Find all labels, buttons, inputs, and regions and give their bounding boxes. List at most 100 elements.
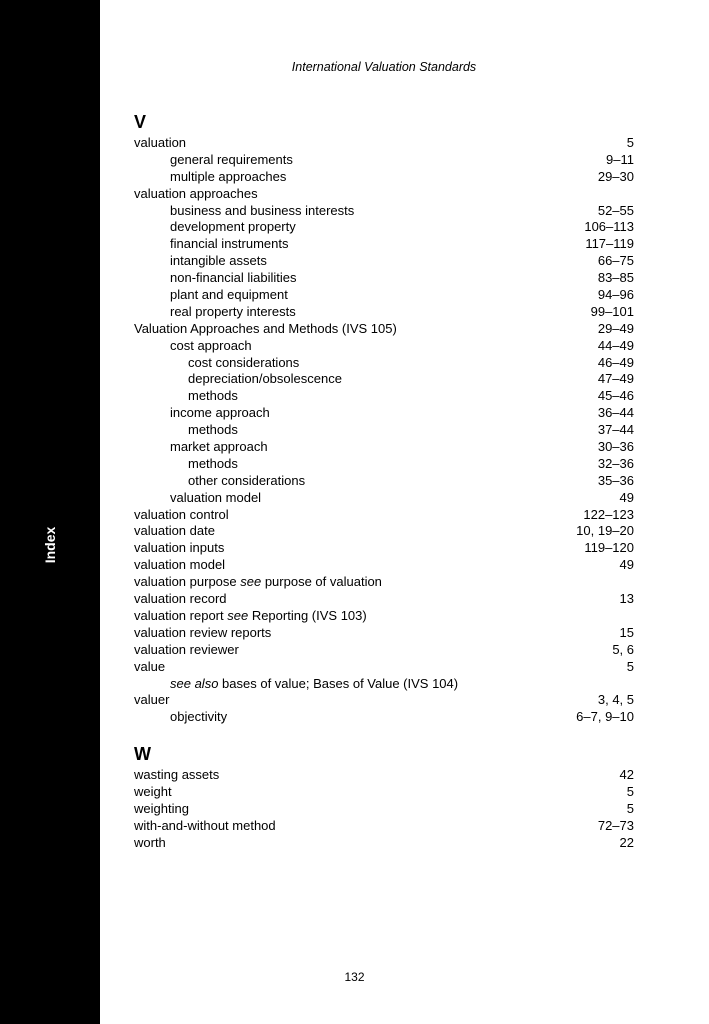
entry-term: business and business interests bbox=[134, 203, 354, 220]
entry-term: multiple approaches bbox=[134, 169, 286, 186]
entry-pages: 5 bbox=[627, 801, 634, 818]
entry-pages: 45–46 bbox=[598, 388, 634, 405]
entry-term: general requirements bbox=[134, 152, 293, 169]
content-area: International Valuation Standards Vvalua… bbox=[134, 60, 634, 852]
entry-pages: 10, 19–20 bbox=[576, 523, 634, 540]
entry-term: real property interests bbox=[134, 304, 296, 321]
entry-term: objectivity bbox=[134, 709, 227, 726]
entry-term: valuation reviewer bbox=[134, 642, 239, 659]
entry-term: valuer bbox=[134, 692, 169, 709]
entry-term: other considerations bbox=[134, 473, 305, 490]
entry-term: valuation purpose see purpose of valuati… bbox=[134, 574, 382, 591]
entry-term: depreciation/obsolescence bbox=[134, 371, 342, 388]
page-header: International Valuation Standards bbox=[134, 60, 634, 74]
entry-pages: 15 bbox=[620, 625, 634, 642]
entry-pages: 3, 4, 5 bbox=[598, 692, 634, 709]
entry-pages: 119–120 bbox=[584, 540, 634, 557]
index-entry: see also bases of value; Bases of Value … bbox=[134, 676, 634, 693]
index-entry: valuation model 49 bbox=[134, 557, 634, 574]
page-number: 132 bbox=[0, 970, 709, 984]
entry-pages: 47–49 bbox=[598, 371, 634, 388]
entry-pages: 72–73 bbox=[598, 818, 634, 835]
entry-term: worth bbox=[134, 835, 166, 852]
entry-term: valuation model bbox=[134, 557, 225, 574]
index-entry: valuation date10, 19–20 bbox=[134, 523, 634, 540]
index-entry: valuation control 122–123 bbox=[134, 507, 634, 524]
entry-pages: 32–36 bbox=[598, 456, 634, 473]
index-entry: business and business interests52–55 bbox=[134, 203, 634, 220]
entry-term: market approach bbox=[134, 439, 268, 456]
entry-term: valuation model bbox=[134, 490, 261, 507]
entry-term: methods bbox=[134, 388, 238, 405]
entry-pages: 22 bbox=[620, 835, 634, 852]
entry-term: value bbox=[134, 659, 165, 676]
entry-term: development property bbox=[134, 219, 296, 236]
index-entry: valuation purpose see purpose of valuati… bbox=[134, 574, 634, 591]
entry-term: cost considerations bbox=[134, 355, 299, 372]
entry-pages: 5, 6 bbox=[612, 642, 634, 659]
index-entry: weighting 5 bbox=[134, 801, 634, 818]
index-entry: valuation reviewer 5, 6 bbox=[134, 642, 634, 659]
index-entry: methods 45–46 bbox=[134, 388, 634, 405]
entry-term: Valuation Approaches and Methods (IVS 10… bbox=[134, 321, 397, 338]
entry-term: valuation record bbox=[134, 591, 227, 608]
index-entry: valuation model 49 bbox=[134, 490, 634, 507]
index-entry: other considerations35–36 bbox=[134, 473, 634, 490]
entry-pages: 49 bbox=[620, 557, 634, 574]
entry-term: valuation review reports bbox=[134, 625, 271, 642]
index-entry: general requirements 9–11 bbox=[134, 152, 634, 169]
index-entry: plant and equipment94–96 bbox=[134, 287, 634, 304]
sidebar: Index bbox=[0, 0, 100, 1024]
index-entry: value 5 bbox=[134, 659, 634, 676]
entry-pages: 30–36 bbox=[598, 439, 634, 456]
index-entry: intangible assets66–75 bbox=[134, 253, 634, 270]
entry-term: valuation approaches bbox=[134, 186, 258, 203]
entry-pages: 122–123 bbox=[583, 507, 634, 524]
index-entry: weight 5 bbox=[134, 784, 634, 801]
entry-pages: 42 bbox=[620, 767, 634, 784]
entry-pages: 5 bbox=[627, 135, 634, 152]
entry-pages: 29–49 bbox=[598, 321, 634, 338]
entry-term: methods bbox=[134, 422, 238, 439]
index-entry: cost considerations 46–49 bbox=[134, 355, 634, 372]
section-letter: W bbox=[134, 744, 634, 765]
section-letter: V bbox=[134, 112, 634, 133]
entry-term: valuation bbox=[134, 135, 186, 152]
entry-pages: 106–113 bbox=[584, 219, 634, 236]
index-entry: valuer 3, 4, 5 bbox=[134, 692, 634, 709]
index-entry: with-and-without method 72–73 bbox=[134, 818, 634, 835]
index-entry: objectivity 6–7, 9–10 bbox=[134, 709, 634, 726]
entry-pages: 9–11 bbox=[606, 152, 634, 169]
entry-term: valuation inputs bbox=[134, 540, 224, 557]
entry-pages: 46–49 bbox=[598, 355, 634, 372]
index-entry: valuation record 13 bbox=[134, 591, 634, 608]
index-entry: non-financial liabilities83–85 bbox=[134, 270, 634, 287]
index-entry: methods37–44 bbox=[134, 422, 634, 439]
entry-pages: 66–75 bbox=[598, 253, 634, 270]
entry-term: weighting bbox=[134, 801, 189, 818]
entry-term: see also bases of value; Bases of Value … bbox=[134, 676, 458, 693]
index-entry: Valuation Approaches and Methods (IVS 10… bbox=[134, 321, 634, 338]
entry-pages: 6–7, 9–10 bbox=[576, 709, 634, 726]
entry-pages: 5 bbox=[627, 659, 634, 676]
entry-term: weight bbox=[134, 784, 172, 801]
entry-pages: 29–30 bbox=[598, 169, 634, 186]
entry-term: valuation control bbox=[134, 507, 229, 524]
index-entry: financial instruments117–119 bbox=[134, 236, 634, 253]
index-entry: real property interests99–101 bbox=[134, 304, 634, 321]
entry-term: financial instruments bbox=[134, 236, 289, 253]
sidebar-label: Index bbox=[42, 527, 58, 564]
index-entry: multiple approaches 29–30 bbox=[134, 169, 634, 186]
index-entry: valuation report see Reporting (IVS 103) bbox=[134, 608, 634, 625]
entry-pages: 13 bbox=[620, 591, 634, 608]
index-body: Vvaluation5general requirements9–11multi… bbox=[134, 112, 634, 852]
entry-term: with-and-without method bbox=[134, 818, 276, 835]
entry-term: valuation report see Reporting (IVS 103) bbox=[134, 608, 367, 625]
entry-pages: 36–44 bbox=[598, 405, 634, 422]
entry-pages: 44–49 bbox=[598, 338, 634, 355]
entry-pages: 5 bbox=[627, 784, 634, 801]
entry-pages: 94–96 bbox=[598, 287, 634, 304]
index-entry: development property 106–113 bbox=[134, 219, 634, 236]
entry-pages: 49 bbox=[620, 490, 634, 507]
index-entry: valuation 5 bbox=[134, 135, 634, 152]
